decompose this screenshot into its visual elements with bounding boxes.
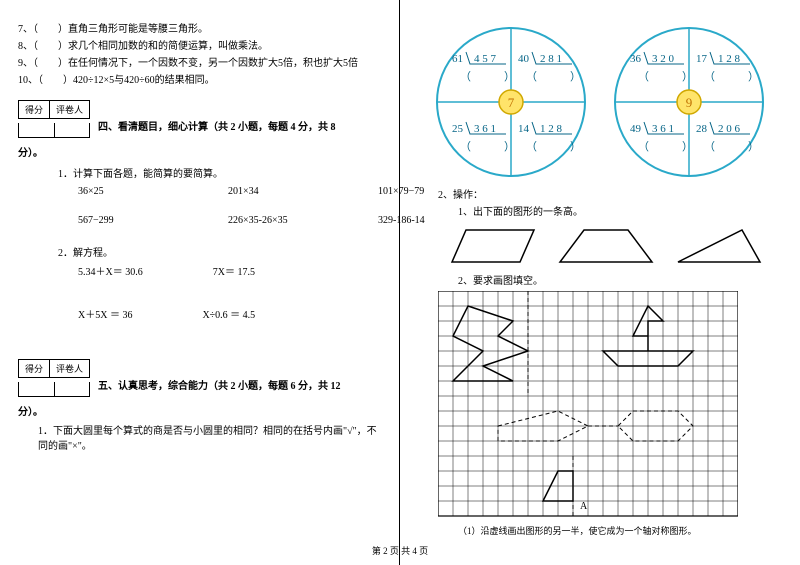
svg-text:1 2 8: 1 2 8 [540, 123, 563, 135]
op-title: 2、操作： [438, 188, 781, 203]
eq-2a: X＋5X ＝ 36 [78, 306, 132, 321]
svg-text:7: 7 [507, 95, 514, 110]
calc-1b: 201×34 [228, 186, 338, 197]
svg-text:（ ）: （ ） [638, 140, 693, 153]
shapes-row [448, 224, 781, 266]
eq-1b: 7X＝ 17.5 [213, 263, 255, 278]
grid-diagram: A [438, 291, 738, 521]
section-4-fen: 分）。 [18, 144, 381, 159]
q7: 7、（ ）直角三角形可能是等腰三角形。 [18, 22, 381, 37]
problem-4-1: 1．计算下面各题，能简算的要简算。 [58, 165, 381, 180]
svg-text:25: 25 [452, 123, 464, 135]
svg-text:（ ）: （ ） [704, 140, 759, 153]
shape-trapezoid [556, 224, 656, 266]
svg-text:14: 14 [518, 123, 530, 135]
svg-text:（ ）: （ ） [638, 70, 693, 83]
grid-note: （1）沿虚线画出图形的另一半，使它成为一个轴对称图形。 [458, 525, 781, 539]
op-1: 1、出下面的图形的一条高。 [458, 205, 781, 220]
svg-text:40: 40 [518, 53, 530, 65]
circles-diagram: 7 61 4 5 7 （ ） 40 2 8 1 （ ） 25 3 6 1 （ ）… [418, 24, 781, 184]
svg-text:（ ）: （ ） [526, 140, 581, 153]
svg-text:（ ）: （ ） [526, 70, 581, 83]
section-5-fen: 分）。 [18, 403, 381, 418]
svg-text:61: 61 [452, 53, 463, 65]
svg-text:（ ）: （ ） [704, 70, 759, 83]
eq-1a: 5.34＋X＝ 30.6 [78, 263, 143, 278]
calc-1a: 36×25 [78, 186, 188, 197]
svg-text:36: 36 [630, 53, 642, 65]
svg-text:3 6 1: 3 6 1 [474, 123, 496, 135]
circle-7-svg: 7 61 4 5 7 （ ） 40 2 8 1 （ ） 25 3 6 1 （ ）… [426, 24, 596, 184]
svg-text:2 8 1: 2 8 1 [540, 53, 562, 65]
calc-2b: 226×35-26×35 [228, 215, 338, 226]
svg-text:3 6 1: 3 6 1 [652, 123, 674, 135]
eq-2b: X÷0.6 ＝ 4.5 [202, 306, 255, 321]
section-5-title: 五、认真思考，综合能力（共 2 小题，每题 6 分，共 12 [98, 377, 341, 392]
score-label: 得分 [19, 101, 50, 118]
problem-5-1: 1．下面大圆里每个算式的商是否与小圆里的相同？相同的在括号内画"√"，不同的画"… [38, 424, 381, 454]
op-2: 2、要求画图填空。 [458, 274, 781, 289]
svg-text:2 0 6: 2 0 6 [718, 123, 741, 135]
problem-4-2: 2．解方程。 [58, 244, 381, 259]
svg-text:17: 17 [696, 53, 708, 65]
score-box-4: 得分 评卷人 [18, 100, 90, 119]
shape-triangle [674, 224, 764, 266]
q8: 8、（ ）求几个相同加数的和的简便运算，叫做乘法。 [18, 39, 381, 54]
q9: 9、（ ）在任何情况下，一个因数不变，另一个因数扩大5倍，积也扩大5倍 [18, 56, 381, 71]
score-box-5: 得分 评卷人 [18, 359, 90, 378]
svg-text:1 2 8: 1 2 8 [718, 53, 741, 65]
svg-text:3 2 0: 3 2 0 [652, 53, 675, 65]
grader-label: 评卷人 [50, 101, 89, 118]
score-label-5: 得分 [19, 360, 50, 377]
svg-text:9: 9 [685, 95, 692, 110]
svg-text:49: 49 [630, 123, 642, 135]
grader-label-5: 评卷人 [50, 360, 89, 377]
circle-9-svg: 9 36 3 2 0 （ ） 17 1 2 8 （ ） 49 3 6 1 （ ）… [604, 24, 774, 184]
page-footer: 第 2 页 共 4 页 [0, 544, 800, 557]
calc-2a: 567−299 [78, 215, 188, 226]
svg-text:（ ）: （ ） [460, 70, 515, 83]
svg-text:4 5 7: 4 5 7 [474, 53, 497, 65]
svg-text:A: A [580, 501, 588, 512]
q10: 10、（ ）420÷12×5与420÷60的结果相同。 [18, 73, 381, 88]
shape-parallelogram [448, 224, 538, 266]
svg-text:（ ）: （ ） [460, 140, 515, 153]
svg-text:28: 28 [696, 123, 708, 135]
section-4-title: 四、看清题目，细心计算（共 2 小题，每题 4 分，共 8 [98, 118, 336, 133]
